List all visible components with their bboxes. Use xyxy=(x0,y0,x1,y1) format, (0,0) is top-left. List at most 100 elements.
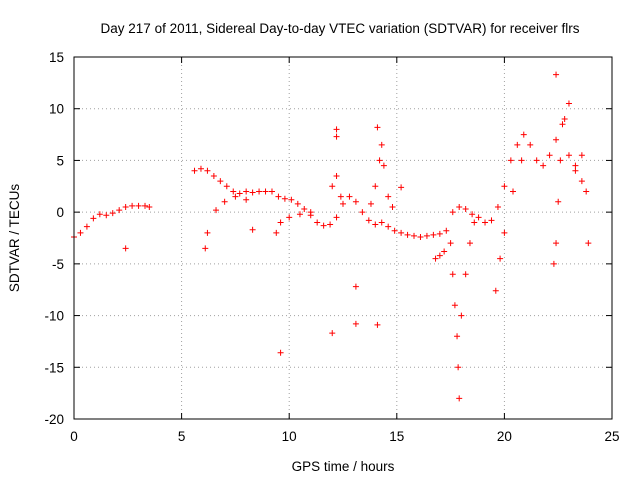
y-axis-label: SDTVAR / TECUs xyxy=(7,184,22,293)
data-point xyxy=(482,219,489,226)
data-point xyxy=(329,330,336,337)
data-point xyxy=(288,196,295,203)
data-point xyxy=(221,198,228,205)
data-point xyxy=(585,240,592,247)
data-point xyxy=(122,245,129,252)
data-point xyxy=(346,193,353,200)
data-point xyxy=(352,283,359,290)
data-point xyxy=(320,222,327,229)
data-point xyxy=(337,193,344,200)
y-tick-label: -20 xyxy=(44,412,64,427)
data-point xyxy=(518,157,525,164)
data-point xyxy=(432,255,439,262)
data-point xyxy=(249,226,256,233)
data-point xyxy=(122,203,129,210)
data-point xyxy=(514,141,521,148)
data-point xyxy=(314,219,321,226)
data-point xyxy=(249,189,256,196)
data-point xyxy=(109,210,116,217)
data-point xyxy=(550,260,557,267)
data-point xyxy=(376,157,383,164)
data-point xyxy=(236,190,243,197)
plot-frame xyxy=(73,56,613,420)
data-point xyxy=(501,183,508,190)
data-point xyxy=(471,219,478,226)
data-point xyxy=(553,71,560,78)
data-point xyxy=(492,287,499,294)
data-point xyxy=(333,133,340,140)
data-point xyxy=(243,188,250,195)
data-point xyxy=(217,178,224,185)
data-point xyxy=(129,202,136,209)
data-point xyxy=(553,240,560,247)
data-point xyxy=(497,255,504,262)
data-point xyxy=(488,217,495,224)
data-point xyxy=(527,141,534,148)
data-point xyxy=(389,203,396,210)
data-point xyxy=(456,395,463,402)
data-point xyxy=(213,207,220,214)
x-tick-label: 15 xyxy=(389,429,404,444)
data-point xyxy=(398,184,405,191)
data-point xyxy=(294,200,301,207)
data-point xyxy=(417,233,424,240)
data-point xyxy=(378,141,385,148)
data-point xyxy=(243,196,250,203)
data-point xyxy=(578,152,585,159)
data-point xyxy=(256,188,263,195)
data-point xyxy=(210,172,217,179)
data-point xyxy=(202,245,209,252)
data-point xyxy=(77,229,84,236)
data-point xyxy=(391,227,398,234)
data-point xyxy=(559,121,566,128)
x-axis-label: GPS time / hours xyxy=(292,459,395,474)
data-point xyxy=(462,206,469,213)
data-point xyxy=(83,223,90,230)
data-point xyxy=(197,165,204,172)
y-tick-label: 5 xyxy=(56,153,64,168)
data-layer xyxy=(71,71,592,402)
data-point xyxy=(262,188,269,195)
x-tick-label: 20 xyxy=(497,429,512,444)
data-point xyxy=(398,229,405,236)
data-point xyxy=(451,302,458,309)
data-point xyxy=(273,229,280,236)
data-point xyxy=(436,252,443,259)
data-point xyxy=(275,193,282,200)
data-point xyxy=(447,240,454,247)
y-tick-label: -15 xyxy=(44,360,64,375)
data-point xyxy=(232,193,239,200)
data-point xyxy=(367,200,374,207)
data-point xyxy=(466,240,473,247)
data-point xyxy=(301,206,308,213)
data-point xyxy=(411,232,418,239)
data-point xyxy=(333,126,340,133)
x-tick-label: 5 xyxy=(178,429,186,444)
data-point xyxy=(443,227,450,234)
data-point xyxy=(352,320,359,327)
data-point xyxy=(458,312,465,319)
x-tick-label: 0 xyxy=(70,429,78,444)
data-point xyxy=(142,202,149,209)
data-point xyxy=(454,333,461,340)
data-point xyxy=(372,183,379,190)
data-point xyxy=(557,157,564,164)
data-point xyxy=(456,203,463,210)
data-point xyxy=(436,230,443,237)
data-point xyxy=(223,183,230,190)
data-point xyxy=(507,157,514,164)
data-point xyxy=(103,212,110,219)
data-point xyxy=(475,214,482,221)
data-point xyxy=(430,231,437,238)
data-point xyxy=(423,232,430,239)
chart-title: Day 217 of 2011, Sidereal Day-to-day VTE… xyxy=(101,21,580,36)
data-point xyxy=(553,136,560,143)
x-tick-label: 25 xyxy=(604,429,619,444)
x-tick-label: 10 xyxy=(282,429,297,444)
data-point xyxy=(365,217,372,224)
data-point xyxy=(204,229,211,236)
y-tick-label: 10 xyxy=(49,102,64,117)
data-point xyxy=(277,349,284,356)
grid-layer xyxy=(74,57,612,419)
